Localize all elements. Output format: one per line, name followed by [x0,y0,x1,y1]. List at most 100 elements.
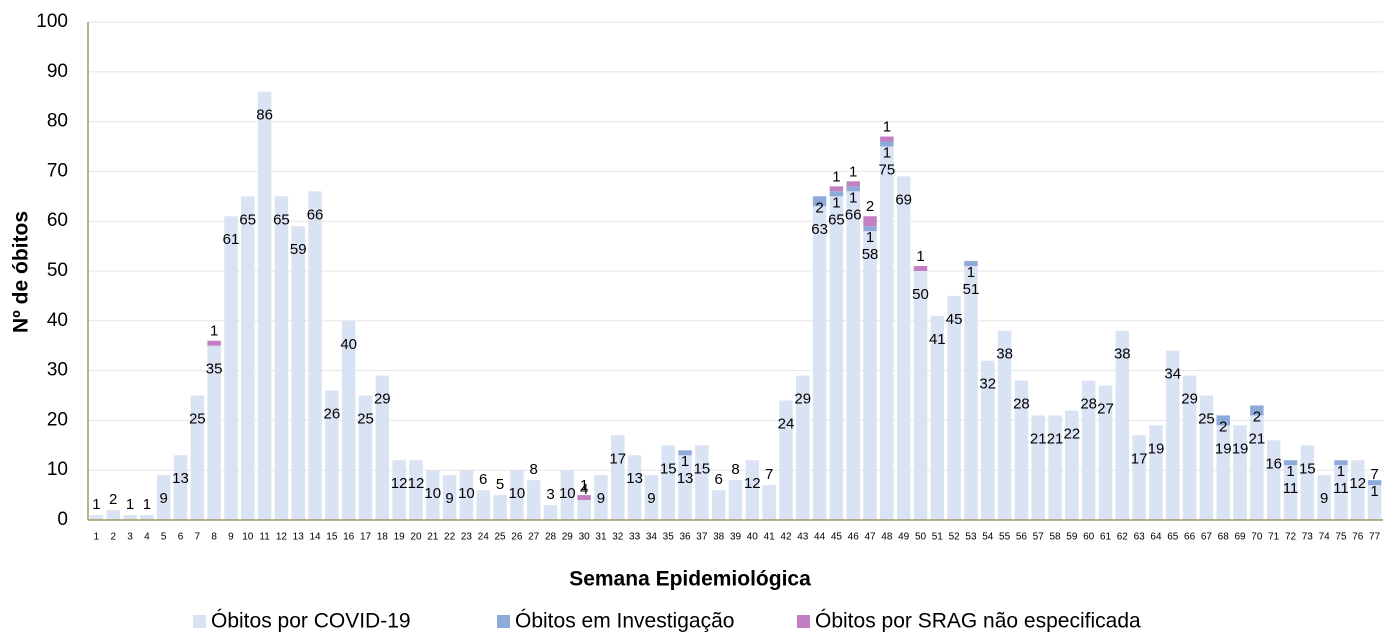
bar-segment [577,495,591,501]
bar-segment [964,261,978,267]
data-label: 65 [239,211,256,228]
bar-segment [1334,465,1348,520]
legend-swatch [193,615,206,628]
bar-segment [1266,440,1281,520]
data-label: 17 [609,450,626,467]
data-label: 8 [731,461,739,478]
bar-segment [1065,410,1079,520]
x-tick-label: 13 [293,532,305,543]
data-label: 1 [143,496,151,513]
x-tick-label: 33 [629,532,641,543]
bar-segment [1031,415,1045,520]
data-label: 28 [1013,396,1030,413]
data-label: 12 [1349,475,1366,492]
data-label: 9 [1320,490,1328,507]
x-tick-label: 34 [646,532,658,543]
bar-segment [678,450,692,456]
x-tick-label: 60 [1083,532,1095,543]
bar-segment [140,515,154,520]
bar-segment [661,445,675,520]
x-tick-label: 58 [1049,532,1061,543]
data-label: 5 [496,476,504,493]
x-tick-label: 14 [309,532,321,543]
bar-segment [173,455,188,520]
x-tick-label: 36 [679,532,691,543]
data-label: 69 [895,191,912,208]
bar-segment [678,455,692,520]
data-label: 2 [1219,418,1227,435]
data-label: 26 [324,405,341,422]
data-label: 2 [109,491,117,508]
x-tick-label: 23 [461,532,473,543]
bar-segment [325,390,339,520]
legend-label: Óbitos em Investigação [515,610,734,633]
data-label: 65 [828,211,845,228]
data-label: 86 [256,107,273,124]
y-tick-label: 20 [47,409,68,430]
x-tick-label: 42 [780,532,792,543]
bar-segment [846,191,860,520]
bar-segment [1283,460,1298,466]
bar-segment [442,475,457,520]
data-label: 1 [681,453,689,470]
bar-segment [762,485,776,520]
data-label: 1 [210,323,218,340]
bar-segment [341,320,356,520]
bar-segment [711,490,726,520]
bar-segment [829,191,844,197]
data-label: 10 [458,485,475,502]
x-tick-label: 65 [1167,532,1179,543]
x-tick-label: 5 [161,532,167,543]
x-tick-label: 6 [178,532,184,543]
bar-segment [1115,330,1130,520]
x-tick-label: 57 [1033,532,1045,543]
data-label: 1 [126,496,134,513]
bar-segment [291,226,305,520]
legend-swatch [797,615,810,628]
data-label: 29 [374,391,391,408]
data-label: 10 [424,485,441,502]
x-tick-label: 50 [915,532,927,543]
bar-segment [812,196,827,207]
data-label: 21 [1249,430,1266,447]
bar-segment [543,505,558,520]
bar-segment [829,196,844,521]
x-tick-label: 77 [1369,532,1381,543]
data-label: 2 [866,198,874,215]
bar-segment [1216,425,1230,520]
data-label: 6 [715,471,723,488]
data-label: 32 [979,376,996,393]
bar-segment [207,345,221,520]
y-tick-label: 10 [47,459,68,480]
x-tick-label: 69 [1234,532,1246,543]
data-label: 66 [307,206,324,223]
x-tick-label: 46 [848,532,860,543]
x-tick-label: 30 [579,532,591,543]
data-label: 58 [862,246,879,263]
x-tick-label: 52 [949,532,961,543]
data-label: 41 [929,331,946,348]
bar-segment [1098,385,1113,520]
x-tick-label: 72 [1285,532,1297,543]
y-tick-label: 50 [47,260,68,281]
x-tick-label: 2 [110,532,116,543]
x-tick-label: 29 [562,532,574,543]
data-label: 11 [1333,480,1349,497]
x-tick-label: 54 [982,532,994,543]
bar-segment [1367,480,1382,486]
bar-segment [207,340,221,346]
x-tick-label: 76 [1352,532,1364,543]
bar-segment [308,191,322,520]
bar-segment [846,186,860,192]
data-label: 25 [1198,410,1215,427]
bar-segment [896,176,911,520]
data-label: 1 [866,229,874,246]
data-label: 12 [408,475,425,492]
x-tick-label: 51 [932,532,944,543]
x-tick-label: 12 [276,532,288,543]
bar-segment [695,445,709,520]
bar-segment [1367,485,1382,520]
data-label: 21 [1030,430,1047,447]
bar-segment [997,330,1012,520]
bar-segment [560,470,575,520]
